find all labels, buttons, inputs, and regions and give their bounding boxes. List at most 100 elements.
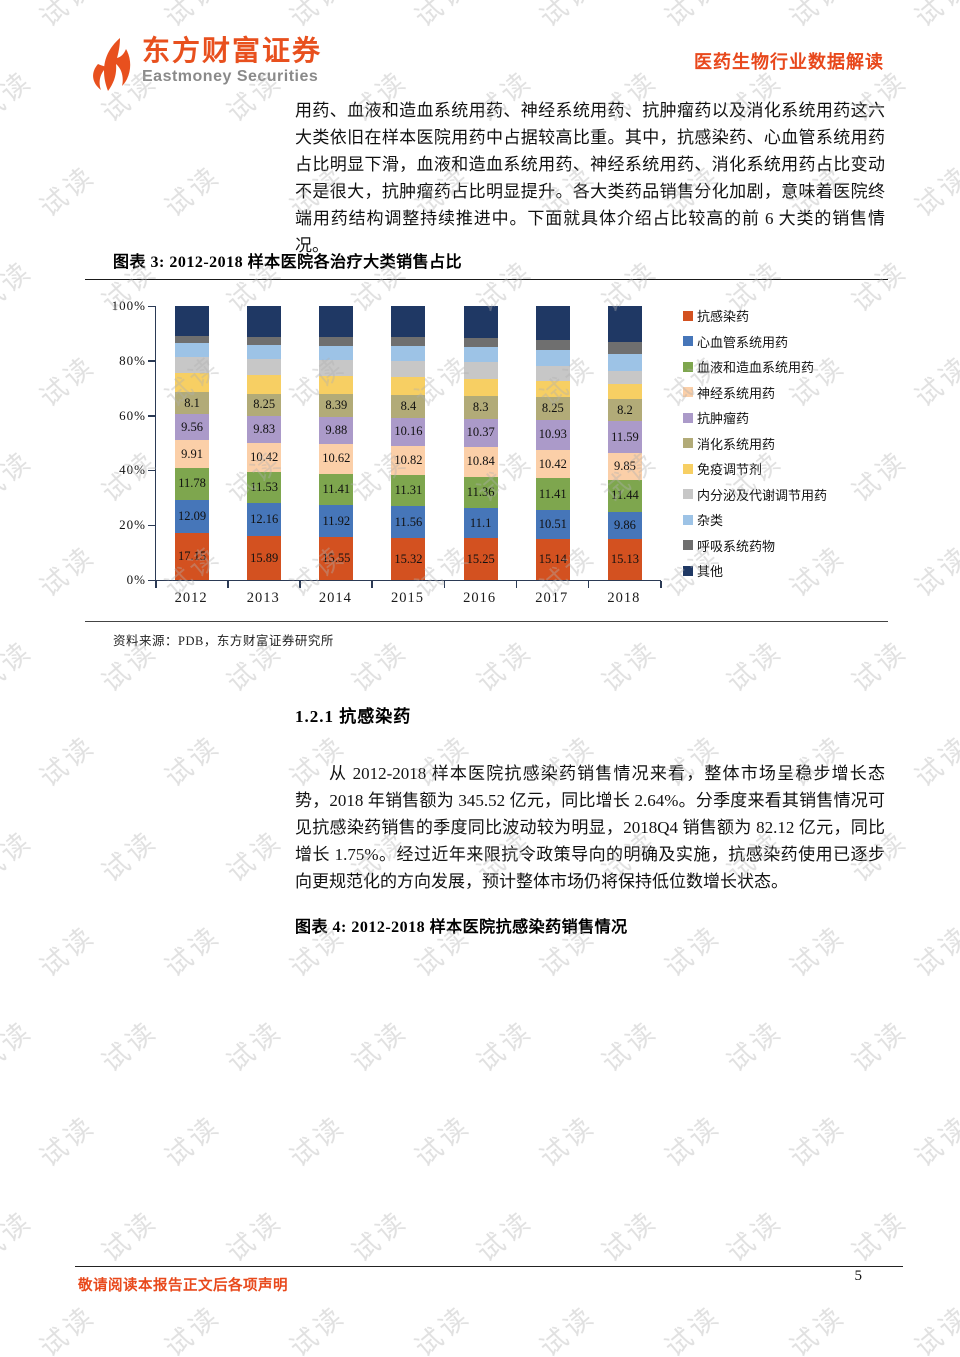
legend-swatch bbox=[683, 361, 693, 372]
legend-label: 呼吸系统药物 bbox=[697, 538, 776, 554]
watermark-text: 试读 bbox=[721, 1204, 788, 1268]
stacked-bar-chart: 17.15 12.09 11.78 9.91 9.56 8.1 15.89 12.16 11.5… bbox=[85, 280, 888, 588]
bar-segment bbox=[175, 357, 210, 374]
bar-segment: 11.31 bbox=[391, 475, 426, 507]
watermark-text: 试读 bbox=[346, 1204, 413, 1268]
bar-segment: 11.92 bbox=[319, 504, 354, 538]
section-heading: 1.2.1 抗感染药 bbox=[295, 707, 412, 726]
watermark-text: 试读 bbox=[221, 1204, 288, 1268]
legend-label: 神经系统用药 bbox=[697, 385, 776, 401]
bar-segment bbox=[319, 375, 354, 395]
bar-segment: 8.1 bbox=[175, 392, 210, 415]
watermark-text: 试读 bbox=[0, 444, 38, 508]
legend-label: 抗感染药 bbox=[697, 309, 750, 324]
watermark-text: 试读 bbox=[909, 349, 960, 413]
bar-2013: 15.89 12.16 11.53 10.42 9.83 8.25 bbox=[247, 306, 282, 580]
bar-segment: 15.25 bbox=[463, 538, 498, 580]
watermark-text: 试读 bbox=[159, 729, 226, 793]
bar-segment bbox=[175, 335, 210, 344]
legend-item: 内分泌及代谢调节用药 bbox=[683, 485, 827, 504]
bar-segment: 17.15 bbox=[175, 533, 210, 580]
legend-label: 其他 bbox=[697, 564, 724, 579]
watermark-text: 试读 bbox=[784, 1299, 851, 1357]
bar-segment bbox=[463, 347, 498, 363]
watermark-text: 试读 bbox=[346, 1014, 413, 1078]
bar-segment: 9.91 bbox=[175, 440, 210, 468]
bar-2017: 15.14 10.51 11.41 10.42 10.93 8.25 bbox=[535, 306, 570, 580]
watermark-text: 试读 bbox=[721, 1014, 788, 1078]
watermark-text: 试读 bbox=[34, 1109, 101, 1173]
bar-segment: 15.32 bbox=[391, 538, 426, 580]
legend-label: 杂类 bbox=[697, 513, 724, 528]
x-axis-tick bbox=[443, 581, 446, 588]
bar-segment: 9.86 bbox=[607, 511, 642, 539]
watermark-text: 试读 bbox=[284, 0, 351, 33]
bar-segment: 15.13 bbox=[607, 538, 642, 580]
x-axis-label: 2014 bbox=[318, 590, 352, 606]
watermark-text: 试读 bbox=[659, 919, 726, 983]
page-number: 5 bbox=[854, 1268, 863, 1284]
watermark-text: 试读 bbox=[34, 919, 101, 983]
bar-segment: 9.85 bbox=[607, 453, 642, 481]
x-axis-tick bbox=[227, 581, 229, 588]
bar-2016: 15.25 11.1 11.36 10.84 10.37 8.3 bbox=[463, 306, 498, 580]
x-axis-label: 2017 bbox=[535, 590, 569, 606]
figure-4-title: 图表 4: 2012-2018 样本医院抗感染药销售情况 bbox=[295, 919, 628, 936]
figure-3-block: 图表 3: 2012-2018 样本医院各治疗大类销售占比 17.15 12.09… bbox=[85, 246, 888, 649]
y-axis-tick bbox=[148, 305, 155, 307]
watermark-text: 试读 bbox=[471, 1204, 538, 1268]
bar-segment: 11.36 bbox=[463, 476, 498, 508]
bar-segment bbox=[319, 337, 354, 346]
watermark-text: 试读 bbox=[659, 1109, 726, 1173]
legend-item: 神经系统用药 bbox=[683, 383, 827, 402]
x-axis-tick bbox=[155, 581, 157, 588]
bar-2014: 15.55 11.92 11.41 10.62 9.88 8.39 bbox=[319, 306, 354, 580]
bar-segment: 12.09 bbox=[175, 499, 210, 534]
watermark-text: 试读 bbox=[96, 824, 163, 888]
bar-segment: 15.14 bbox=[535, 538, 570, 580]
watermark-text: 试读 bbox=[0, 634, 38, 698]
watermark-text: 试读 bbox=[846, 1014, 913, 1078]
watermark-text: 试读 bbox=[34, 0, 101, 33]
legend-label: 内分泌及代谢调节用药 bbox=[697, 487, 828, 503]
bar-segment bbox=[247, 358, 282, 375]
x-axis-tick bbox=[660, 581, 662, 588]
legend-item: 杂类 bbox=[683, 510, 827, 529]
x-axis-labels: 2012 2013 2014 2015 2016 2017 2018 bbox=[155, 581, 660, 607]
bar-segment: 8.3 bbox=[463, 395, 498, 419]
watermark-text: 试读 bbox=[96, 1014, 163, 1078]
watermark-text: 试读 bbox=[534, 1109, 601, 1173]
watermark-text: 试读 bbox=[909, 919, 960, 983]
bar-segment: 15.89 bbox=[247, 536, 282, 580]
report-title: 医药生物行业数据解读 bbox=[694, 52, 884, 72]
legend-item: 抗肿瘤药 bbox=[683, 408, 827, 427]
watermark-text: 试读 bbox=[159, 919, 226, 983]
watermark-text: 试读 bbox=[534, 0, 601, 33]
watermark-text: 试读 bbox=[409, 0, 476, 33]
bar-segment bbox=[175, 373, 210, 393]
bar-segment bbox=[319, 345, 354, 361]
bar-segment: 10.42 bbox=[535, 449, 570, 479]
x-axis-label: 2015 bbox=[390, 590, 424, 606]
bar-segment: 10.42 bbox=[247, 443, 282, 472]
watermark-text: 试读 bbox=[34, 1299, 101, 1357]
bar-segment bbox=[607, 353, 642, 371]
bar-2015: 15.32 11.56 11.31 10.82 10.16 8.4 bbox=[391, 306, 426, 580]
bar-2018: 15.13 9.86 11.44 9.85 11.59 8.2 bbox=[607, 306, 642, 580]
watermark-text: 试读 bbox=[909, 729, 960, 793]
watermark-text: 试读 bbox=[96, 1204, 163, 1268]
legend-item: 其他 bbox=[683, 561, 827, 580]
watermark-text: 试读 bbox=[284, 1299, 351, 1357]
bar-segment bbox=[391, 360, 426, 377]
bar-segment: 8.39 bbox=[319, 394, 354, 418]
x-axis-label: 2012 bbox=[174, 590, 208, 606]
bar-segment bbox=[607, 342, 642, 354]
bar-segment bbox=[535, 380, 570, 398]
legend-item: 抗感染药 bbox=[683, 306, 827, 325]
bar-segment bbox=[247, 374, 282, 394]
bar-segment: 8.25 bbox=[247, 393, 282, 417]
chart-legend: 抗感染药 心血管系统用药 血液和造血系统用药 神经系统用药 抗肿瘤药 消化系统用药 免疫调节… bbox=[683, 306, 827, 580]
legend-label: 血液和造血系统用药 bbox=[697, 360, 815, 375]
y-axis-label: 80% bbox=[119, 352, 146, 368]
